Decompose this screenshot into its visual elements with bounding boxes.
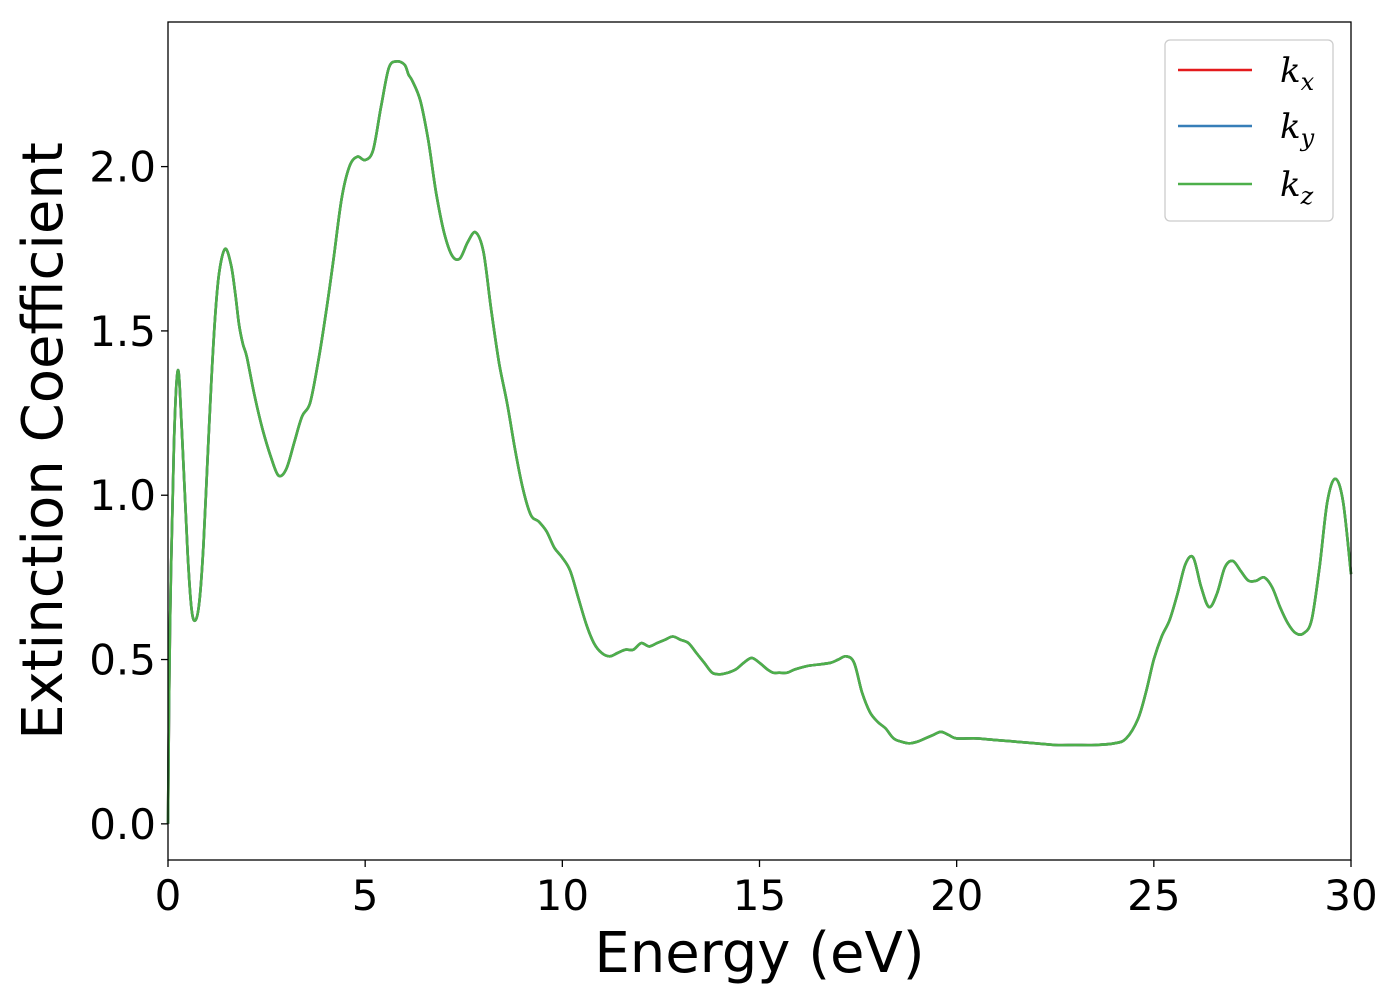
series-layer (166, 60, 1353, 824)
y-tick-label: 2.0 (89, 143, 156, 192)
y-axis-label: Extinction Coefficient (11, 142, 76, 740)
legend-box (1164, 39, 1334, 222)
x-tick-label: 10 (536, 871, 589, 920)
x-tick-label: 0 (155, 871, 182, 920)
legend-label-kz: kz (1280, 165, 1314, 210)
x-tick-label: 30 (1324, 871, 1377, 920)
legend-label-kx: kx (1280, 51, 1315, 96)
x-axis-label: Energy (eV) (594, 921, 924, 986)
x-tick-label: 20 (930, 871, 983, 920)
y-axis-ticks: 0.0 0.5 1.0 1.5 2.0 (89, 143, 168, 849)
x-tick-label: 25 (1127, 871, 1180, 920)
legend-label-ky: ky (1280, 107, 1315, 152)
y-tick-label: 0.0 (89, 800, 156, 849)
y-tick-label: 1.5 (89, 307, 156, 356)
x-axis-ticks: 0 5 10 15 20 25 30 (155, 860, 1378, 920)
legend: kx ky kz (1164, 39, 1334, 222)
plot-background (168, 22, 1351, 860)
x-tick-label: 15 (733, 871, 786, 920)
y-tick-label: 1.0 (89, 471, 156, 520)
x-tick-label: 5 (352, 871, 379, 920)
series-line-kz (166, 60, 1353, 824)
y-tick-label: 0.5 (89, 636, 156, 685)
